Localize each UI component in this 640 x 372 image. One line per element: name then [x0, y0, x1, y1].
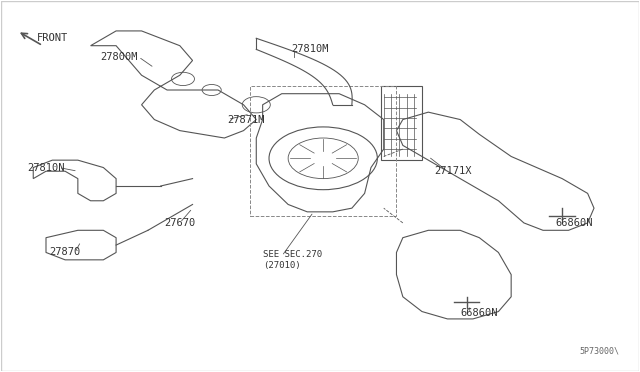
Text: 27800M: 27800M: [100, 52, 138, 62]
Text: 66860N: 66860N: [556, 218, 593, 228]
Text: 27871M: 27871M: [228, 115, 265, 125]
Text: 27810M: 27810M: [291, 44, 329, 54]
Text: 27870: 27870: [49, 247, 81, 257]
Text: 66860N: 66860N: [460, 308, 498, 318]
Text: 5P73000\: 5P73000\: [579, 347, 620, 356]
Text: 27171X: 27171X: [435, 166, 472, 176]
Text: 27810N: 27810N: [27, 163, 65, 173]
Text: FRONT: FRONT: [36, 33, 68, 43]
Text: 27670: 27670: [164, 218, 195, 228]
Text: SEE SEC.270
(27010): SEE SEC.270 (27010): [262, 250, 322, 270]
